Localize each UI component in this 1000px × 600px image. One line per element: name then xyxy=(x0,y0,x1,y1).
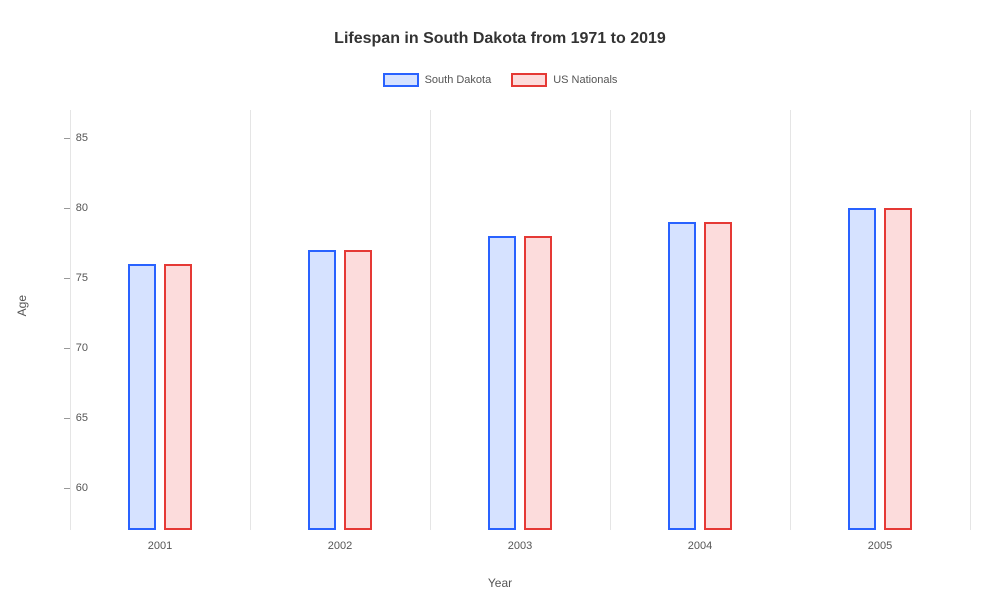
bar xyxy=(884,208,912,530)
bar xyxy=(524,236,552,530)
gridline xyxy=(790,110,791,530)
legend-swatch-south-dakota xyxy=(383,73,419,87)
plot-area xyxy=(70,110,970,530)
y-tick-mark xyxy=(64,278,70,279)
y-tick-label: 80 xyxy=(76,202,88,214)
chart-title: Lifespan in South Dakota from 1971 to 20… xyxy=(0,0,1000,48)
bar xyxy=(344,250,372,530)
y-tick-mark xyxy=(64,488,70,489)
legend: South Dakota US Nationals xyxy=(0,73,1000,87)
gridline xyxy=(70,110,71,530)
legend-swatch-us-nationals xyxy=(511,73,547,87)
y-axis-title: Age xyxy=(15,295,29,316)
gridline xyxy=(970,110,971,530)
legend-label: South Dakota xyxy=(425,74,492,86)
bar xyxy=(668,222,696,530)
y-tick-mark xyxy=(64,348,70,349)
y-tick-label: 85 xyxy=(76,132,88,144)
y-tick-mark xyxy=(64,138,70,139)
bar xyxy=(704,222,732,530)
bar xyxy=(164,264,192,530)
bar xyxy=(308,250,336,530)
legend-item-south-dakota: South Dakota xyxy=(383,73,492,87)
bar xyxy=(128,264,156,530)
bar xyxy=(488,236,516,530)
y-tick-label: 60 xyxy=(76,482,88,494)
x-tick-label: 2004 xyxy=(688,540,712,552)
x-axis-title: Year xyxy=(488,576,512,590)
gridline xyxy=(430,110,431,530)
y-tick-label: 75 xyxy=(76,272,88,284)
y-tick-label: 65 xyxy=(76,412,88,424)
x-tick-label: 2003 xyxy=(508,540,532,552)
y-tick-mark xyxy=(64,418,70,419)
x-tick-label: 2005 xyxy=(868,540,892,552)
legend-label: US Nationals xyxy=(553,74,617,86)
y-tick-mark xyxy=(64,208,70,209)
gridline xyxy=(610,110,611,530)
y-tick-label: 70 xyxy=(76,342,88,354)
x-tick-label: 2001 xyxy=(148,540,172,552)
bar xyxy=(848,208,876,530)
legend-item-us-nationals: US Nationals xyxy=(511,73,617,87)
gridline xyxy=(250,110,251,530)
x-tick-label: 2002 xyxy=(328,540,352,552)
